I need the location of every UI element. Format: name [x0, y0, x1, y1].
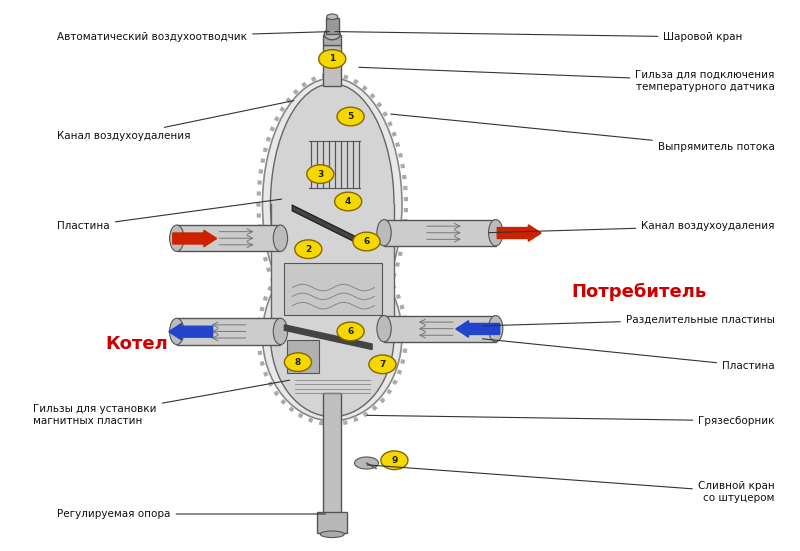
Ellipse shape — [489, 316, 503, 342]
Text: 1: 1 — [329, 55, 335, 63]
FancyArrow shape — [456, 321, 500, 337]
Text: Разделительные пластины: Разделительные пластины — [482, 315, 774, 326]
Text: Выпрямитель потока: Выпрямитель потока — [391, 114, 774, 152]
Ellipse shape — [270, 84, 394, 325]
Polygon shape — [292, 206, 370, 249]
Text: Потребитель: Потребитель — [571, 283, 706, 301]
FancyBboxPatch shape — [323, 35, 341, 45]
Text: Пластина: Пластина — [482, 339, 774, 371]
Ellipse shape — [262, 78, 402, 330]
Circle shape — [294, 240, 322, 258]
FancyBboxPatch shape — [177, 225, 281, 251]
Text: Канал воздухоудаления: Канал воздухоудаления — [489, 221, 774, 233]
Circle shape — [337, 322, 364, 341]
Ellipse shape — [320, 531, 344, 538]
Ellipse shape — [489, 220, 503, 246]
Text: 6: 6 — [347, 327, 354, 336]
Bar — [286, 340, 318, 373]
Text: Шаровой кран: Шаровой кран — [335, 31, 743, 42]
Text: 7: 7 — [379, 360, 386, 369]
Circle shape — [306, 165, 334, 183]
FancyBboxPatch shape — [271, 204, 394, 336]
Ellipse shape — [270, 255, 394, 417]
Circle shape — [285, 353, 311, 371]
Text: Грязесборник: Грязесборник — [367, 415, 774, 426]
Text: Котел: Котел — [106, 335, 168, 353]
Text: Автоматический воздухоотводчик: Автоматический воздухоотводчик — [57, 31, 330, 42]
Text: Сливной кран
со штуцером: Сливной кран со штуцером — [367, 465, 774, 503]
FancyArrow shape — [498, 225, 541, 241]
Circle shape — [318, 50, 346, 68]
Ellipse shape — [324, 29, 340, 40]
Circle shape — [334, 192, 362, 211]
FancyBboxPatch shape — [384, 220, 496, 246]
Ellipse shape — [170, 225, 184, 251]
Text: 3: 3 — [317, 170, 323, 179]
Text: 9: 9 — [391, 456, 398, 464]
Text: 5: 5 — [347, 112, 354, 121]
Polygon shape — [285, 325, 372, 349]
FancyBboxPatch shape — [323, 45, 341, 87]
Text: 2: 2 — [305, 245, 311, 253]
Ellipse shape — [377, 220, 391, 246]
FancyArrow shape — [169, 323, 213, 340]
Ellipse shape — [274, 318, 287, 344]
Circle shape — [337, 107, 364, 126]
FancyBboxPatch shape — [384, 316, 496, 342]
Text: Гильзы для установки
магнитных пластин: Гильзы для установки магнитных пластин — [34, 380, 290, 426]
Ellipse shape — [354, 457, 378, 469]
Text: Канал воздухоудаления: Канал воздухоудаления — [57, 101, 294, 141]
Text: 8: 8 — [295, 358, 301, 366]
Ellipse shape — [377, 316, 391, 342]
Text: Гильза для подключения
температурного датчика: Гильза для подключения температурного да… — [359, 67, 774, 91]
Text: 6: 6 — [363, 237, 370, 246]
FancyBboxPatch shape — [323, 393, 341, 514]
Circle shape — [369, 355, 396, 374]
Ellipse shape — [274, 225, 287, 251]
Text: Регулируемая опора: Регулируемая опора — [57, 509, 326, 519]
Circle shape — [353, 232, 380, 251]
Text: Пластина: Пластина — [57, 199, 282, 231]
Bar — [285, 263, 382, 315]
FancyBboxPatch shape — [317, 512, 347, 533]
Text: 4: 4 — [345, 197, 351, 206]
Circle shape — [381, 451, 408, 469]
Ellipse shape — [326, 14, 338, 19]
Ellipse shape — [262, 251, 402, 421]
FancyBboxPatch shape — [326, 18, 338, 34]
FancyBboxPatch shape — [177, 318, 281, 344]
FancyArrow shape — [173, 230, 217, 247]
Ellipse shape — [170, 318, 184, 344]
